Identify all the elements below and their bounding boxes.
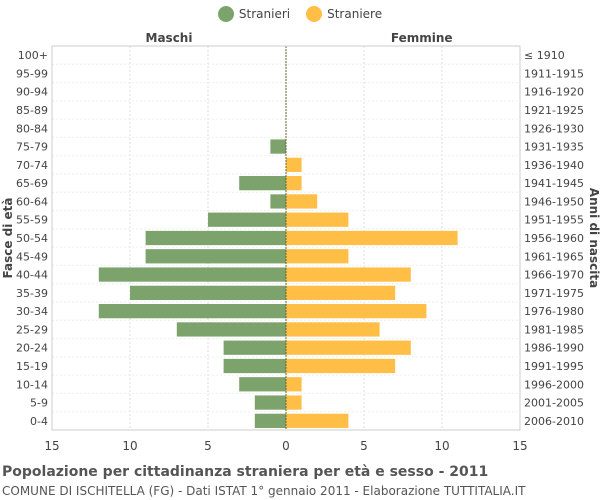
y-axis-title-left: Fasce di età — [1, 197, 15, 278]
legend-item-stranieri[interactable]: Stranieri — [217, 6, 291, 22]
bar-straniere — [286, 194, 318, 209]
birth-year-tick-label: 1961-1965 — [524, 250, 584, 263]
birth-year-tick-label: 1946-1950 — [524, 195, 584, 208]
bar-stranieri — [239, 377, 286, 392]
legend-item-straniere[interactable]: Straniere — [306, 6, 382, 22]
bar-stranieri — [176, 322, 286, 337]
y-axis-title-right: Anni di nascita — [587, 188, 600, 288]
bar-stranieri — [145, 249, 286, 264]
birth-year-tick-label: 1971-1975 — [524, 287, 584, 300]
plot-border — [51, 45, 521, 431]
bar-stranieri — [239, 176, 286, 191]
birth-year-tick-label: 1951-1955 — [524, 214, 584, 227]
birth-year-tick-label: 1956-1960 — [524, 232, 584, 245]
bar-straniere — [286, 249, 349, 264]
x-tick-label: 10 — [122, 439, 137, 453]
age-tick-label: 10-14 — [16, 378, 48, 391]
bar-straniere — [286, 377, 302, 392]
age-tick-label: 15-19 — [16, 360, 48, 373]
birth-year-tick-label: 1931-1935 — [524, 141, 584, 154]
x-tick-label: 5 — [204, 439, 212, 453]
age-tick-label: 30-34 — [16, 305, 48, 318]
bar-straniere — [286, 340, 411, 355]
age-tick-label: 45-49 — [16, 250, 48, 263]
chart-caption-title: Popolazione per cittadinanza straniera p… — [2, 464, 489, 480]
bar-stranieri — [208, 212, 286, 227]
bar-straniere — [286, 395, 302, 410]
age-tick-label: 55-59 — [16, 214, 48, 227]
legend-label-stranieri: Stranieri — [238, 7, 291, 21]
x-tick-label: 0 — [282, 439, 290, 453]
birth-year-tick-label: 1991-1995 — [524, 360, 584, 373]
age-tick-label: 85-89 — [16, 104, 48, 117]
bar-straniere — [286, 176, 302, 191]
age-tick-label: 90-94 — [16, 86, 48, 99]
bar-straniere — [286, 157, 302, 172]
legend-swatch-stranieri — [217, 6, 234, 22]
bar-stranieri — [145, 230, 286, 246]
birth-year-tick-label: 1916-1920 — [524, 86, 584, 99]
birth-year-tick-label: 1966-1970 — [524, 269, 584, 282]
age-tick-label: 70-74 — [16, 159, 48, 172]
age-tick-label: 60-64 — [16, 195, 48, 208]
age-tick-label: 80-84 — [16, 122, 48, 135]
birth-year-tick-label: 1981-1985 — [524, 323, 584, 336]
legend: Stranieri Straniere — [0, 6, 600, 22]
bar-straniere — [286, 212, 349, 227]
bar-stranieri — [254, 395, 286, 410]
bar-straniere — [286, 230, 458, 246]
bar-straniere — [286, 358, 396, 374]
bar-stranieri — [270, 139, 286, 154]
age-tick-label: 35-39 — [16, 287, 48, 300]
x-tick-label: 15 — [512, 439, 527, 453]
bar-straniere — [286, 267, 411, 282]
bar-stranieri — [223, 340, 286, 355]
birth-year-tick-label: 1996-2000 — [524, 378, 584, 391]
bar-straniere — [286, 304, 427, 319]
legend-label-straniere: Straniere — [327, 7, 383, 21]
x-tick-label: 10 — [434, 439, 449, 453]
birth-year-tick-label: 2001-2005 — [524, 397, 584, 410]
birth-year-tick-label: 2006-2010 — [524, 415, 584, 428]
birth-year-tick-label: 1976-1980 — [524, 305, 584, 318]
age-tick-label: 65-69 — [16, 177, 48, 190]
birth-year-tick-label: 1921-1925 — [524, 104, 584, 117]
bar-straniere — [286, 413, 349, 428]
age-tick-label: 20-24 — [16, 342, 48, 355]
age-tick-label: 40-44 — [16, 269, 48, 282]
birth-year-tick-label: 1936-1940 — [524, 159, 584, 172]
age-tick-label: 0-4 — [30, 415, 48, 428]
bar-stranieri — [270, 194, 286, 209]
age-tick-label: 50-54 — [16, 232, 48, 245]
x-tick-label: 5 — [360, 439, 368, 453]
x-tick-label: 15 — [44, 439, 59, 453]
age-tick-label: 100+ — [18, 49, 48, 62]
birth-year-tick-label: 1911-1915 — [524, 67, 584, 80]
bar-stranieri — [254, 413, 286, 428]
bar-straniere — [286, 322, 380, 337]
chart-caption-subtitle: COMUNE DI ISCHITELLA (FG) - Dati ISTAT 1… — [2, 484, 526, 498]
birth-year-tick-label: ≤ 1910 — [524, 49, 565, 62]
age-tick-label: 95-99 — [16, 67, 48, 80]
birth-year-tick-label: 1926-1930 — [524, 122, 584, 135]
birth-year-tick-label: 1941-1945 — [524, 177, 584, 190]
header-maschi: Maschi — [146, 31, 193, 45]
bar-stranieri — [98, 267, 286, 282]
age-tick-label: 25-29 — [16, 323, 48, 336]
age-tick-label: 75-79 — [16, 141, 48, 154]
bar-stranieri — [223, 358, 286, 374]
header-femmine: Femmine — [391, 31, 453, 45]
bar-stranieri — [130, 285, 286, 300]
bar-stranieri — [98, 304, 286, 319]
age-tick-label: 5-9 — [30, 397, 48, 410]
legend-swatch-straniere — [306, 6, 323, 22]
birth-year-tick-label: 1986-1990 — [524, 342, 584, 355]
bar-straniere — [286, 285, 396, 300]
